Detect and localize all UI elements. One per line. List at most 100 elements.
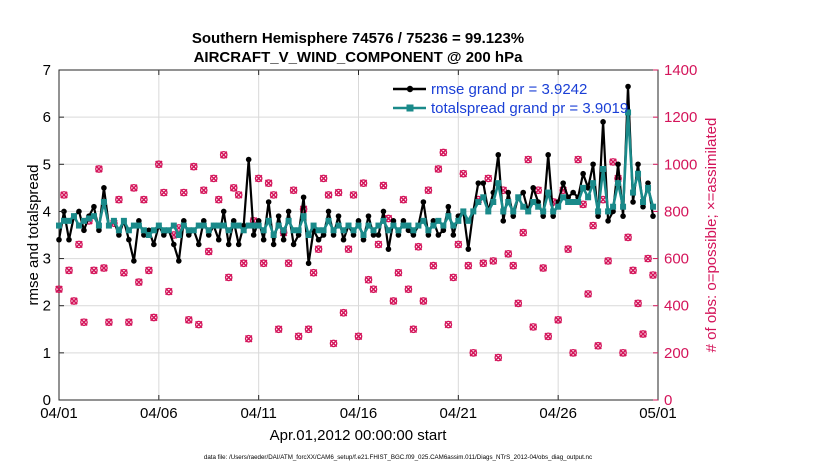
obs-possible-marker <box>379 181 388 190</box>
obs-possible-marker <box>314 245 323 253</box>
obs-assimilated-marker <box>469 349 478 357</box>
y-axis-left-label: rmse and totalspread <box>25 165 42 306</box>
rmse-point <box>136 218 142 224</box>
obs-assimilated-marker <box>70 297 78 305</box>
obs-possible-marker <box>209 174 218 183</box>
obs-possible-marker <box>179 188 188 197</box>
totalspread-point <box>205 227 212 234</box>
obs-possible-marker <box>65 266 73 275</box>
totalspread-point <box>415 222 422 229</box>
rmse-point <box>320 232 327 238</box>
rmse-point <box>275 213 282 219</box>
rmse-point <box>360 236 367 243</box>
obs-possible-marker <box>125 318 133 327</box>
obs-possible-marker <box>70 297 78 305</box>
rmse-point <box>315 236 322 243</box>
obs-assimilated-marker <box>364 276 373 284</box>
obs-possible-marker <box>409 325 418 334</box>
obs-assimilated-marker <box>264 179 273 187</box>
obs-assimilated-marker <box>509 261 517 270</box>
rmse-point <box>285 208 292 215</box>
totalspread-point <box>375 222 382 229</box>
totalspread-point <box>90 213 97 220</box>
obs-possible-marker <box>244 334 253 343</box>
obs-assimilated-marker <box>100 264 108 272</box>
rmse-point <box>625 83 631 90</box>
obs-possible-marker <box>434 165 443 173</box>
obs-assimilated-marker <box>459 169 468 178</box>
obs-assimilated-marker <box>65 266 73 275</box>
rmse-point <box>300 194 307 201</box>
obs-possible-marker <box>634 299 642 308</box>
obs-possible-marker <box>644 254 652 263</box>
totalspread-point <box>250 222 257 229</box>
rmse-point <box>395 232 402 238</box>
obs-assimilated-marker <box>519 228 527 237</box>
obs-possible-marker <box>489 257 498 265</box>
obs-possible-marker <box>399 195 408 204</box>
rmse-point <box>425 232 432 238</box>
obs-assimilated-marker <box>444 320 453 329</box>
totalspread-point <box>270 232 277 238</box>
totalspread-point <box>520 203 527 210</box>
totalspread-point <box>85 215 92 222</box>
rmse-point <box>645 180 651 186</box>
totalspread-point <box>260 227 267 234</box>
rmse-point <box>91 203 97 210</box>
totalspread-point <box>595 208 602 215</box>
rmse-point <box>435 232 442 238</box>
obs-possible-marker <box>105 318 113 327</box>
obs-possible-marker <box>294 332 303 341</box>
rmse-point <box>535 199 541 205</box>
totalspread-point <box>335 222 342 229</box>
obs-assimilated-marker <box>584 290 592 298</box>
totalspread-point <box>105 222 112 229</box>
totalspread-point <box>95 222 102 229</box>
obs-possible-marker <box>214 195 223 204</box>
x-tick-label: 04/06 <box>140 405 178 422</box>
obs-possible-marker <box>204 247 213 256</box>
obs-possible-marker <box>95 165 103 173</box>
totalspread-point <box>360 232 367 238</box>
obs-assimilated-marker <box>344 245 353 253</box>
obs-possible-marker <box>574 155 582 164</box>
obs-assimilated-marker <box>200 186 208 194</box>
obs-possible-marker <box>149 313 158 322</box>
rmse-point <box>245 156 252 163</box>
obs-assimilated-marker <box>484 174 493 183</box>
totalspread-point <box>370 227 377 234</box>
totalspread-point <box>255 222 262 229</box>
obs-possible-marker <box>304 325 313 334</box>
totalspread-point <box>60 217 67 224</box>
obs-possible-marker <box>120 268 128 277</box>
axes: 04/01 04/06 04/11 04/16 04/21 04/26 05/0101234… <box>40 62 697 422</box>
rmse-point <box>176 258 182 264</box>
obs-assimilated-marker <box>195 320 203 329</box>
obs-possible-marker <box>464 261 473 270</box>
totalspread-point <box>560 194 567 201</box>
totalspread-point <box>240 227 247 234</box>
obs-possible-marker <box>75 240 83 249</box>
totalspread-point <box>150 227 157 234</box>
obs-assimilated-marker <box>334 188 343 197</box>
obs-possible-marker <box>414 242 423 251</box>
obs-possible-marker <box>199 186 208 195</box>
obs-assimilated-marker <box>544 332 552 341</box>
rmse-point <box>565 194 571 201</box>
totalspread-point <box>350 227 357 234</box>
totalspread-point <box>180 222 187 229</box>
rmse-point <box>101 185 107 191</box>
obs-possible-marker <box>564 245 573 253</box>
obs-assimilated-marker <box>95 165 103 173</box>
rmse-point <box>500 218 507 224</box>
obs-assimilated-marker <box>145 266 153 275</box>
obs-possible-marker <box>419 297 428 305</box>
rmse-point <box>550 213 556 219</box>
x-axis-label: Apr.01,2012 00:00:00 start <box>270 427 448 444</box>
obs-assimilated-marker <box>115 195 123 204</box>
obs-assimilated-marker <box>449 273 458 282</box>
rmse-point <box>615 161 621 168</box>
totalspread-point <box>125 227 132 234</box>
obs-possible-marker <box>354 332 363 341</box>
rmse-point <box>630 199 636 205</box>
